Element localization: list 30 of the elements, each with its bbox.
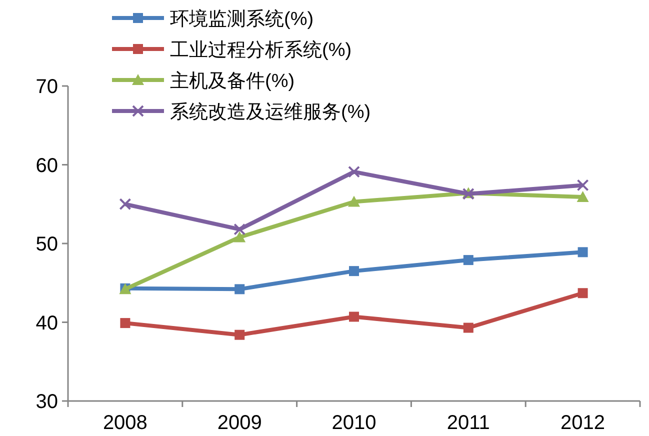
point bbox=[463, 255, 474, 266]
point bbox=[348, 196, 360, 207]
point bbox=[119, 198, 132, 210]
point bbox=[120, 318, 130, 328]
x-tick-label: 2012 bbox=[560, 412, 606, 434]
x-tick-label: 2008 bbox=[102, 412, 148, 434]
point bbox=[234, 284, 245, 294]
legend-label: 主机及备件(%) bbox=[170, 70, 295, 92]
point bbox=[234, 231, 246, 242]
point bbox=[576, 191, 589, 202]
point bbox=[578, 247, 588, 258]
point bbox=[349, 266, 359, 276]
point bbox=[576, 179, 589, 192]
y-tick-label: 60 bbox=[36, 154, 58, 177]
legend-label: 系统改造及运维服务(%) bbox=[170, 101, 371, 123]
x-tick-label: 2010 bbox=[332, 412, 376, 434]
point bbox=[234, 223, 246, 236]
point bbox=[578, 288, 588, 298]
point bbox=[234, 330, 245, 340]
point bbox=[349, 312, 359, 322]
y-tick-label: 40 bbox=[36, 312, 58, 334]
legend-label: 环境监测系统(%) bbox=[170, 8, 314, 30]
point bbox=[463, 322, 474, 333]
legend-label: 工业过程分析系统(%) bbox=[170, 40, 352, 61]
y-tick-label: 30 bbox=[36, 391, 58, 413]
x-tick-label: 2009 bbox=[217, 412, 262, 434]
point bbox=[348, 166, 360, 178]
x-tick-label: 2011 bbox=[446, 412, 490, 434]
y-tick-label: 50 bbox=[36, 234, 58, 256]
y-tick-label: 70 bbox=[36, 76, 58, 98]
